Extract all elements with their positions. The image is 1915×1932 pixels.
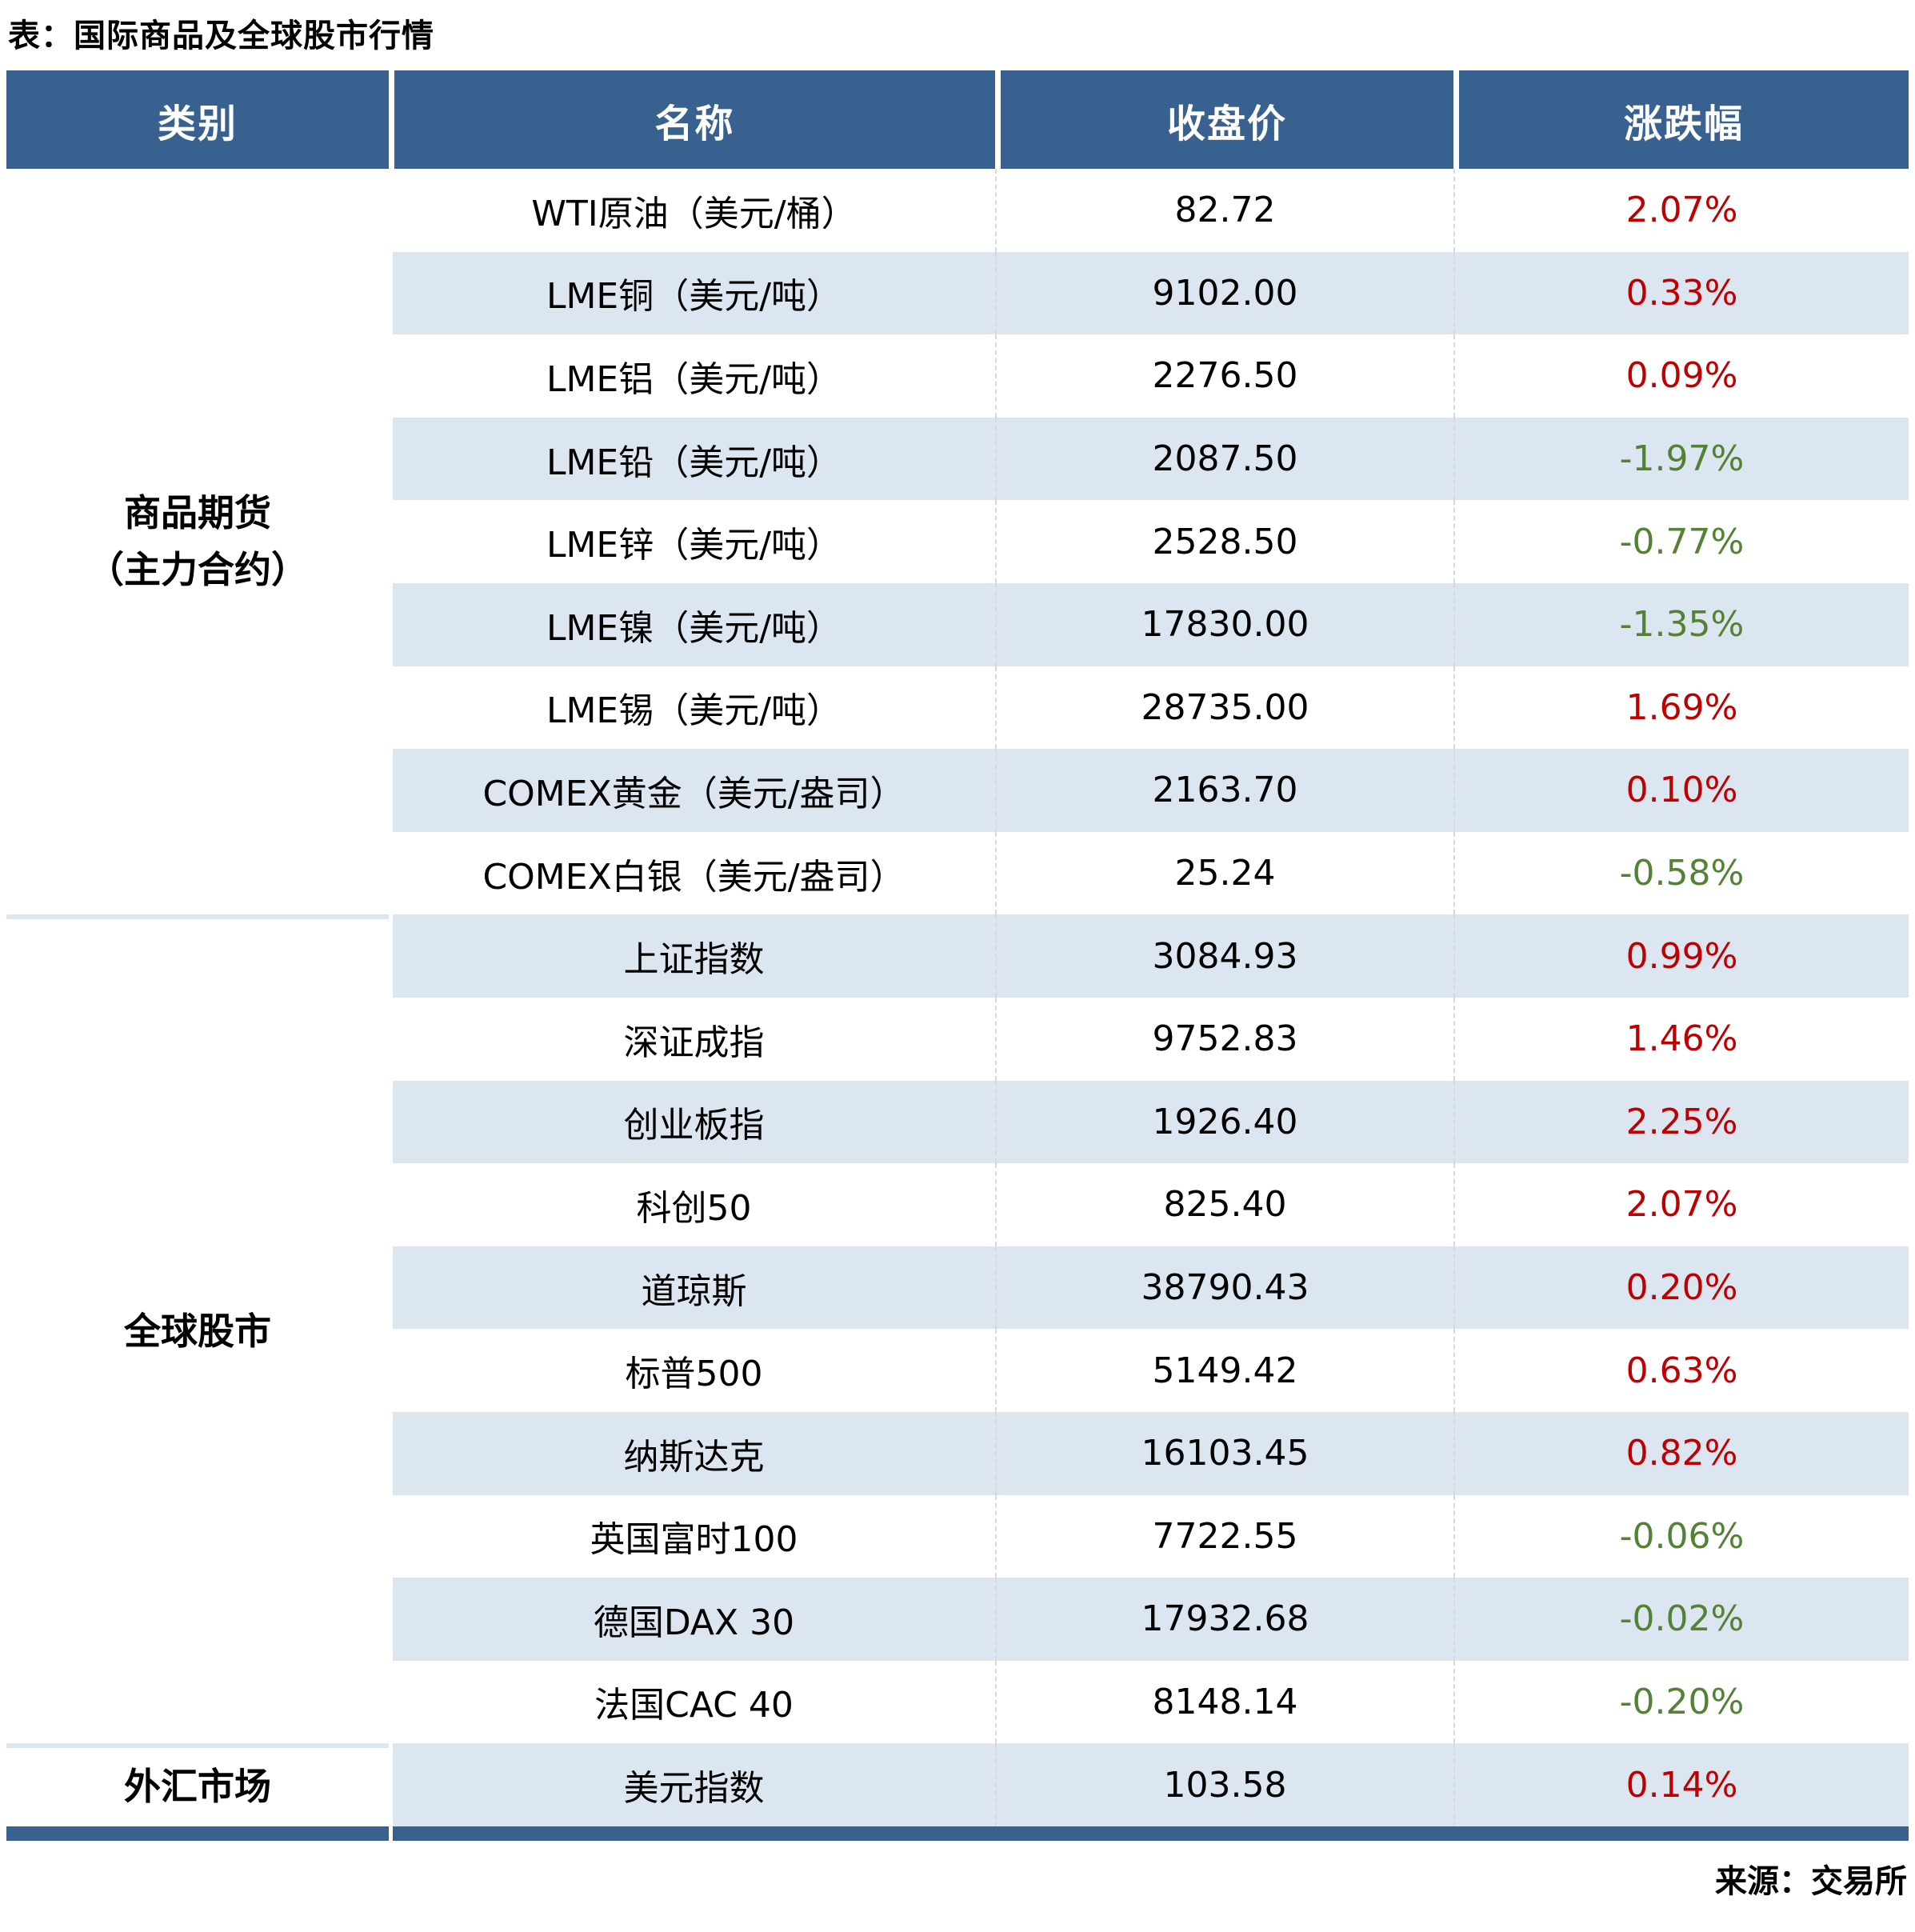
category-label-line: （主力合约）: [87, 548, 308, 592]
row-close-cell: 3084.93: [995, 914, 1453, 998]
row-close-cell: 1926.40: [995, 1080, 1453, 1164]
row-close-cell: 9752.83: [995, 997, 1453, 1081]
category-label-line: 全球股市: [124, 1309, 271, 1353]
row-change-cell: -0.77%: [1453, 500, 1909, 583]
row-name-cell: 纳斯达克: [389, 1411, 995, 1495]
row-change-cell: -0.02%: [1453, 1578, 1909, 1661]
row-name-cell: 标普500: [389, 1329, 995, 1412]
row-close-cell: 2276.50: [995, 334, 1453, 418]
row-change-cell: -0.06%: [1453, 1494, 1909, 1578]
row-name-cell: 美元指数: [389, 1743, 995, 1826]
row-close-cell: 8148.14: [995, 1660, 1453, 1744]
header-cell-1: 类别: [6, 70, 389, 169]
row-close-cell: 9102.00: [995, 251, 1453, 335]
row-name-cell: LME铜（美元/吨）: [389, 251, 995, 335]
row-change-cell: 0.82%: [1453, 1411, 1909, 1495]
category-label-line: 商品期货: [124, 490, 271, 534]
row-close-cell: 38790.43: [995, 1246, 1453, 1330]
row-name-cell: LME镍（美元/吨）: [389, 582, 995, 666]
row-change-cell: -1.97%: [1453, 417, 1909, 501]
row-name-cell: 上证指数: [389, 914, 995, 998]
row-change-cell: 2.07%: [1453, 169, 1909, 252]
row-name-cell: 创业板指: [389, 1080, 995, 1164]
bottom-border-right: [389, 1826, 1909, 1841]
row-close-cell: 28735.00: [995, 666, 1453, 750]
category-label-line: 外汇市场: [124, 1765, 271, 1809]
header-cell-2: 名称: [389, 70, 995, 169]
row-name-cell: 法国CAC 40: [389, 1660, 995, 1744]
header-cell-4: 涨跌幅: [1453, 70, 1909, 169]
row-change-cell: 0.33%: [1453, 251, 1909, 335]
row-close-cell: 2163.70: [995, 749, 1453, 832]
bottom-border-left: [6, 1826, 389, 1841]
row-close-cell: 82.72: [995, 169, 1453, 252]
row-close-cell: 5149.42: [995, 1329, 1453, 1412]
category-cell: 外汇市场: [6, 1743, 389, 1826]
row-close-cell: 25.24: [995, 831, 1453, 915]
row-change-cell: 0.99%: [1453, 914, 1909, 998]
row-change-cell: -1.35%: [1453, 582, 1909, 666]
row-name-cell: LME铅（美元/吨）: [389, 417, 995, 501]
row-change-cell: -0.58%: [1453, 831, 1909, 915]
table-title: 表：国际商品及全球股市行情: [8, 18, 434, 54]
row-name-cell: 深证成指: [389, 997, 995, 1081]
row-close-cell: 7722.55: [995, 1494, 1453, 1578]
row-name-cell: WTI原油（美元/桶）: [389, 169, 995, 252]
row-close-cell: 103.58: [995, 1743, 1453, 1826]
row-change-cell: 2.07%: [1453, 1163, 1909, 1246]
row-change-cell: 0.10%: [1453, 749, 1909, 832]
row-change-cell: 0.20%: [1453, 1246, 1909, 1330]
row-close-cell: 17932.68: [995, 1578, 1453, 1661]
row-name-cell: LME锡（美元/吨）: [389, 666, 995, 750]
row-change-cell: 0.14%: [1453, 1743, 1909, 1826]
category-cell: 商品期货 （主力合约）: [6, 169, 389, 915]
row-name-cell: COMEX白银（美元/盎司）: [389, 831, 995, 915]
row-change-cell: 1.69%: [1453, 666, 1909, 750]
row-change-cell: 2.25%: [1453, 1080, 1909, 1164]
row-change-cell: 0.09%: [1453, 334, 1909, 418]
row-name-cell: 英国富时100: [389, 1494, 995, 1578]
category-cell: 全球股市: [6, 914, 389, 1744]
row-name-cell: LME铝（美元/吨）: [389, 334, 995, 418]
row-name-cell: 道琼斯: [389, 1246, 995, 1330]
header-cell-3: 收盘价: [995, 70, 1453, 169]
row-name-cell: 德国DAX 30: [389, 1578, 995, 1661]
row-close-cell: 17830.00: [995, 582, 1453, 666]
market-table: 类别 名称 收盘价 涨跌幅 商品期货 （主力合约） WTI原油（美元/桶） 82.72 2.07…: [6, 70, 1909, 1841]
row-change-cell: -0.20%: [1453, 1660, 1909, 1744]
row-change-cell: 1.46%: [1453, 997, 1909, 1081]
row-name-cell: LME锌（美元/吨）: [389, 500, 995, 583]
row-close-cell: 2528.50: [995, 500, 1453, 583]
row-change-cell: 0.63%: [1453, 1329, 1909, 1412]
row-name-cell: 科创50: [389, 1163, 995, 1246]
row-close-cell: 16103.45: [995, 1411, 1453, 1495]
row-close-cell: 2087.50: [995, 417, 1453, 501]
source-note: 来源：交易所: [1715, 1862, 1907, 1900]
row-close-cell: 825.40: [995, 1163, 1453, 1246]
row-name-cell: COMEX黄金（美元/盎司）: [389, 749, 995, 832]
